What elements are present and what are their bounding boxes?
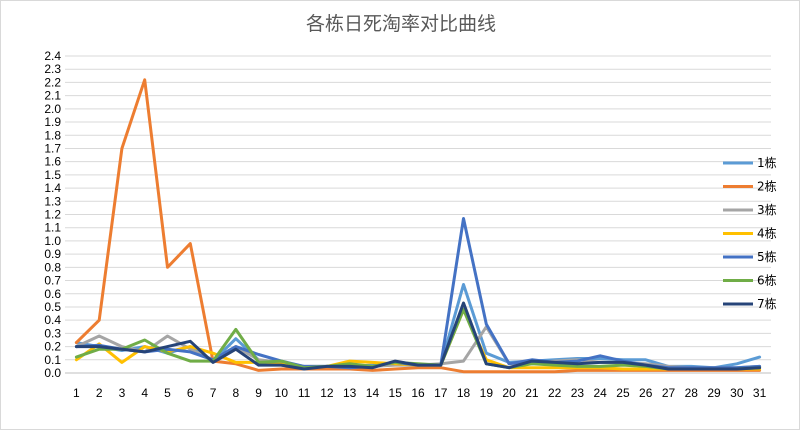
x-tick-label: 21 bbox=[525, 386, 539, 400]
y-tick-label: 1.5 bbox=[44, 168, 61, 182]
y-tick-label: 0.3 bbox=[44, 326, 61, 340]
y-tick-label: 1.7 bbox=[44, 141, 61, 155]
x-tick-label: 11 bbox=[298, 386, 311, 400]
x-tick-label: 7 bbox=[210, 386, 217, 400]
y-tick-label: 0.0 bbox=[44, 366, 61, 380]
x-tick-label: 17 bbox=[434, 386, 448, 400]
y-axis-ticks: 0.00.10.20.30.40.50.60.70.80.91.01.11.21… bbox=[44, 49, 61, 380]
x-axis-ticks: 1 2 3 4 5 6 7 8 9 10 11 12 13 14 15 16 17 18 19 20 21 22 23 24 2… bbox=[73, 386, 767, 400]
series-line-2 bbox=[74, 78, 762, 374]
x-tick-label: 3 bbox=[119, 386, 126, 400]
x-tick-label: 29 bbox=[707, 386, 721, 400]
y-tick-label: 1.2 bbox=[44, 208, 61, 222]
x-tick-label: 24 bbox=[594, 386, 608, 400]
legend-label-1: 1栋 bbox=[757, 155, 777, 170]
y-tick-label: 1.1 bbox=[44, 221, 61, 235]
y-tick-label: 0.8 bbox=[44, 260, 61, 274]
y-tick-label: 1.0 bbox=[44, 234, 61, 248]
y-tick-label: 1.6 bbox=[44, 155, 61, 169]
x-tick-label: 15 bbox=[389, 386, 403, 400]
x-tick-label: 31 bbox=[753, 386, 767, 400]
x-tick-label: 26 bbox=[639, 386, 653, 400]
x-tick-label: 9 bbox=[255, 386, 262, 400]
x-tick-label: 18 bbox=[457, 386, 471, 400]
grid-lines bbox=[65, 55, 771, 374]
y-tick-label: 2.4 bbox=[44, 49, 61, 63]
x-tick-label: 27 bbox=[662, 386, 676, 400]
y-tick-label: 1.4 bbox=[44, 181, 61, 195]
x-tick-label: 8 bbox=[232, 386, 239, 400]
x-tick-label: 25 bbox=[616, 386, 630, 400]
x-tick-label: 22 bbox=[548, 386, 562, 400]
x-tick-label: 1 bbox=[73, 386, 80, 400]
y-tick-label: 0.4 bbox=[44, 313, 61, 327]
y-tick-label: 2.0 bbox=[44, 102, 61, 116]
y-tick-label: 2.1 bbox=[44, 89, 61, 103]
y-tick-label: 0.1 bbox=[44, 353, 61, 367]
x-tick-label: 16 bbox=[411, 386, 425, 400]
y-tick-label: 1.9 bbox=[44, 115, 61, 129]
series-lines bbox=[74, 78, 762, 374]
legend-label-2: 2栋 bbox=[757, 179, 777, 194]
legend-label-5: 5栋 bbox=[757, 249, 777, 264]
y-tick-label: 2.3 bbox=[44, 62, 61, 76]
y-tick-label: 1.8 bbox=[44, 128, 61, 142]
x-tick-label: 5 bbox=[164, 386, 171, 400]
y-tick-label: 0.7 bbox=[44, 274, 61, 288]
x-tick-label: 12 bbox=[320, 386, 334, 400]
legend-label-4: 4栋 bbox=[757, 226, 777, 241]
y-tick-label: 0.9 bbox=[44, 247, 61, 261]
series-line-1 bbox=[74, 283, 762, 370]
x-tick-label: 23 bbox=[571, 386, 585, 400]
x-tick-label: 20 bbox=[502, 386, 516, 400]
x-tick-label: 13 bbox=[343, 386, 357, 400]
x-tick-label: 10 bbox=[275, 386, 289, 400]
x-tick-label: 4 bbox=[141, 386, 148, 400]
chart-title: 各栋日死淘率对比曲线 bbox=[305, 13, 496, 35]
legend: 1栋 2栋 3栋 4栋 5栋 6栋 7栋 bbox=[723, 155, 777, 311]
series-line-7 bbox=[74, 301, 762, 371]
legend-label-3: 3栋 bbox=[757, 202, 777, 217]
y-tick-label: 0.6 bbox=[44, 287, 61, 301]
legend-label-7: 7栋 bbox=[757, 296, 777, 311]
x-tick-label: 2 bbox=[96, 386, 103, 400]
x-tick-label: 28 bbox=[685, 386, 699, 400]
x-tick-label: 6 bbox=[187, 386, 194, 400]
y-tick-label: 1.3 bbox=[44, 194, 61, 208]
legend-label-6: 6栋 bbox=[757, 273, 777, 288]
x-tick-label: 30 bbox=[730, 386, 744, 400]
x-tick-label: 14 bbox=[366, 386, 380, 400]
y-tick-label: 0.5 bbox=[44, 300, 61, 314]
x-tick-label: 19 bbox=[480, 386, 494, 400]
y-tick-label: 2.2 bbox=[44, 75, 61, 89]
y-tick-label: 0.2 bbox=[44, 340, 61, 354]
